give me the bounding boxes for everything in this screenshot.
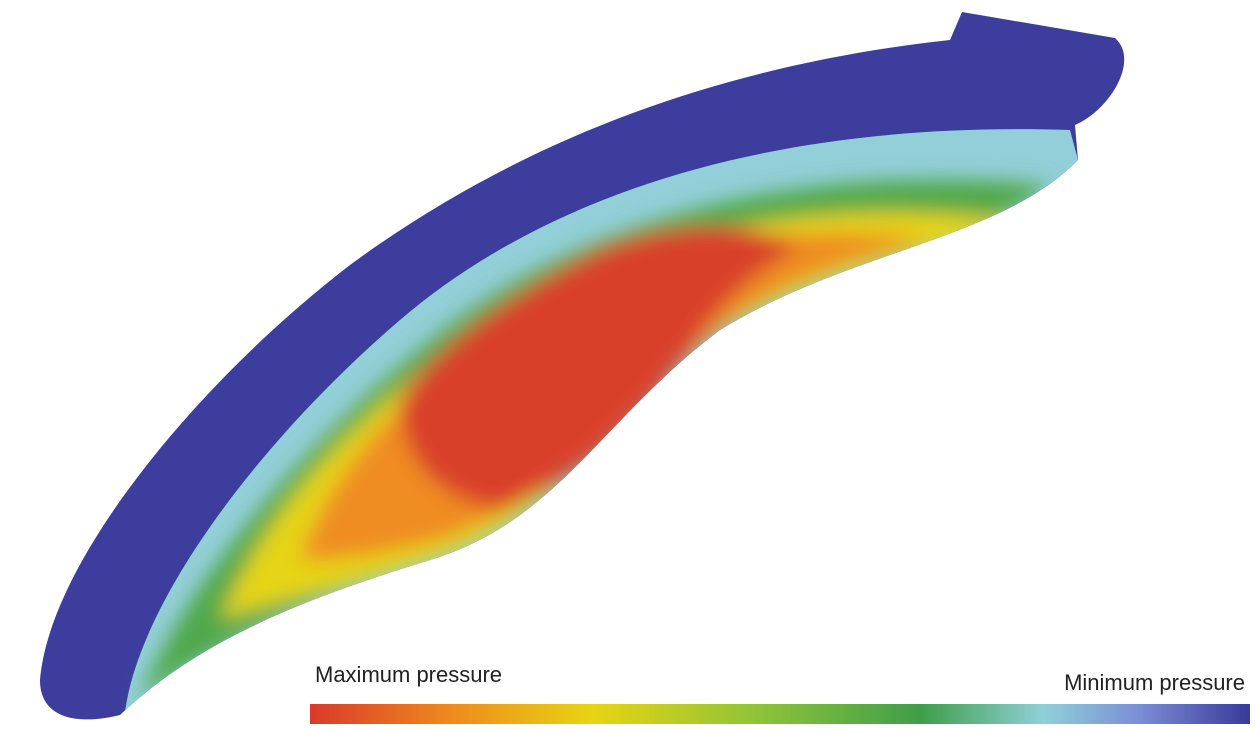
pressure-map <box>40 12 1125 720</box>
max-label: Maximum pressure <box>315 662 502 687</box>
min-label: Minimum pressure <box>1064 670 1245 695</box>
region-max <box>400 226 800 510</box>
color-scale <box>310 704 1250 724</box>
